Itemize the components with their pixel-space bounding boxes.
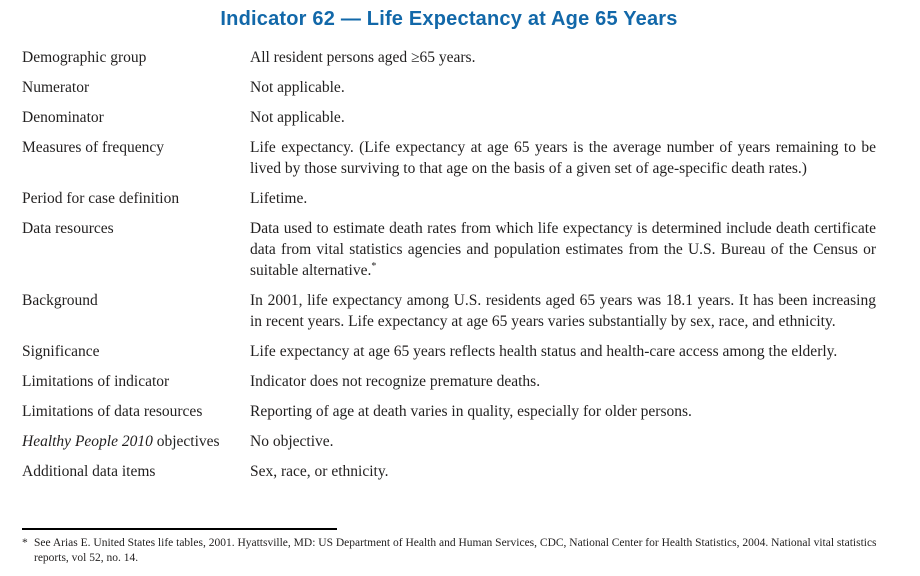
footnote-reference: * <box>371 260 377 272</box>
definition-row: Denominator Not applicable. <box>22 107 876 128</box>
row-value: In 2001, life expectancy among U.S. resi… <box>250 292 876 330</box>
definition-row: Additional data items Sex, race, or ethni… <box>22 461 876 482</box>
row-label: Limitations of indicator <box>22 373 170 390</box>
definition-row: Limitations of data resources Reporting o… <box>22 401 876 422</box>
row-label: Background <box>22 292 98 309</box>
definition-row: Period for case definition Lifetime. <box>22 188 876 209</box>
definition-row: Data resources Data used to estimate deat… <box>22 218 876 281</box>
row-label: Demographic group <box>22 49 147 66</box>
row-value: Life expectancy. (Life expectancy at age… <box>250 139 876 177</box>
footnote-divider <box>22 528 337 530</box>
row-value: Sex, race, or ethnicity. <box>250 463 389 480</box>
row-value: Data used to estimate death rates from w… <box>250 220 876 279</box>
row-value: No objective. <box>250 433 334 450</box>
row-value: Reporting of age at death varies in qual… <box>250 403 692 420</box>
row-label: Numerator <box>22 79 90 96</box>
page-title: Indicator 62 — Life Expectancy at Age 65… <box>220 8 678 30</box>
footnote-text: See Arias E. United States life tables, … <box>34 537 877 564</box>
definition-row: Numerator Not applicable. <box>22 77 876 98</box>
row-label: Significance <box>22 343 100 360</box>
row-label: Measures of frequency <box>22 139 165 156</box>
row-value: All resident persons aged ≥65 years. <box>250 49 476 66</box>
row-value: Lifetime. <box>250 190 308 207</box>
row-label: Data resources <box>22 220 114 237</box>
row-value: Not applicable. <box>250 79 345 96</box>
row-label: Healthy People 2010 objectives <box>22 433 220 450</box>
definition-row: Significance Life expectancy at age 65 ye… <box>22 341 876 362</box>
row-label: Denominator <box>22 109 104 126</box>
definition-table: Demographic group All resident persons ag… <box>22 47 876 482</box>
row-label: Limitations of data resources <box>22 403 203 420</box>
row-label: Additional data items <box>22 463 156 480</box>
footnote: * See Arias E. United States life tables… <box>22 536 906 566</box>
row-value: Not applicable. <box>250 109 345 126</box>
definition-row: Demographic group All resident persons ag… <box>22 47 876 68</box>
row-value: Life expectancy at age 65 years reflects… <box>250 343 838 360</box>
definition-row: Measures of frequency Life expectancy. (L… <box>22 137 876 179</box>
footnote-section: * See Arias E. United States life tables… <box>22 528 906 566</box>
definition-row: Background In 2001, life expectancy among… <box>22 290 876 332</box>
definition-row: Limitations of indicator Indicator does n… <box>22 371 876 392</box>
definition-row: Healthy People 2010 objectives No objecti… <box>22 431 876 452</box>
row-label: Period for case definition <box>22 190 180 207</box>
row-value: Indicator does not recognize premature d… <box>250 373 541 390</box>
footnote-marker: * <box>22 537 28 549</box>
